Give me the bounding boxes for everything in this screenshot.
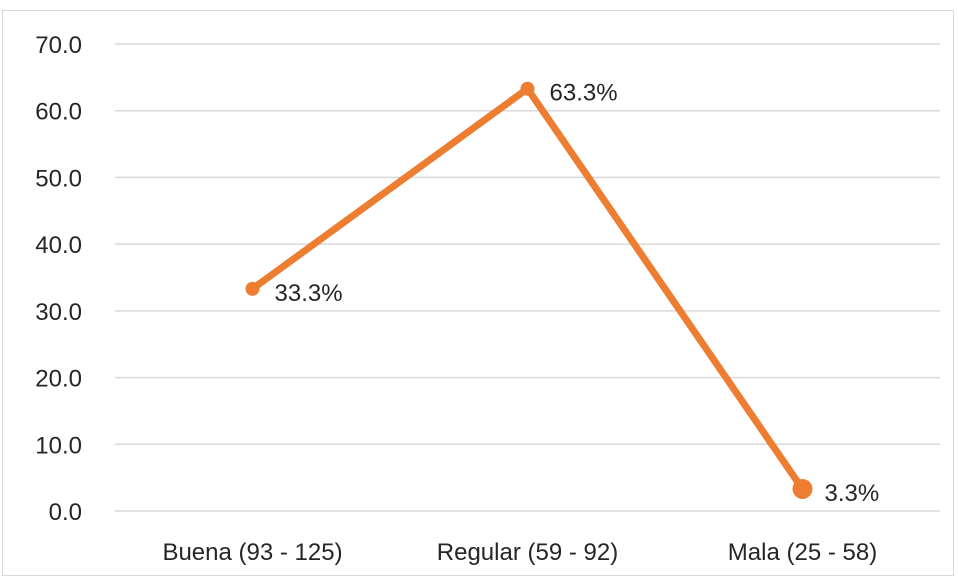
y-axis-tick-labels: 0.0 10.0 20.0 30.0 40.0 50.0 60.0 70.0 (35, 32, 82, 526)
data-point (792, 478, 813, 499)
data-label: 3.3% (825, 480, 880, 507)
x-tick-label: Mala (25 - 58) (728, 539, 877, 566)
data-point (245, 281, 260, 296)
y-tick-label: 40.0 (35, 232, 82, 259)
y-tick-label: 60.0 (35, 99, 82, 126)
y-tick-label: 0.0 (49, 499, 82, 526)
y-tick-label: 20.0 (35, 366, 82, 393)
x-tick-label: Buena (93 - 125) (162, 539, 342, 566)
data-label: 33.3% (275, 280, 343, 307)
x-axis-tick-labels: Buena (93 - 125) Regular (59 - 92) Mala (2… (162, 539, 877, 566)
y-tick-label: 50.0 (35, 165, 82, 192)
y-tick-label: 70.0 (35, 32, 82, 59)
data-point (520, 81, 535, 96)
data-labels: 33.3% 63.3% 3.3% (275, 80, 880, 507)
x-tick-label: Regular (59 - 92) (437, 539, 618, 566)
y-tick-label: 10.0 (35, 432, 82, 459)
gridlines (115, 43, 940, 512)
data-label: 63.3% (550, 80, 618, 107)
y-tick-label: 30.0 (35, 299, 82, 326)
series-line-group (245, 81, 813, 499)
